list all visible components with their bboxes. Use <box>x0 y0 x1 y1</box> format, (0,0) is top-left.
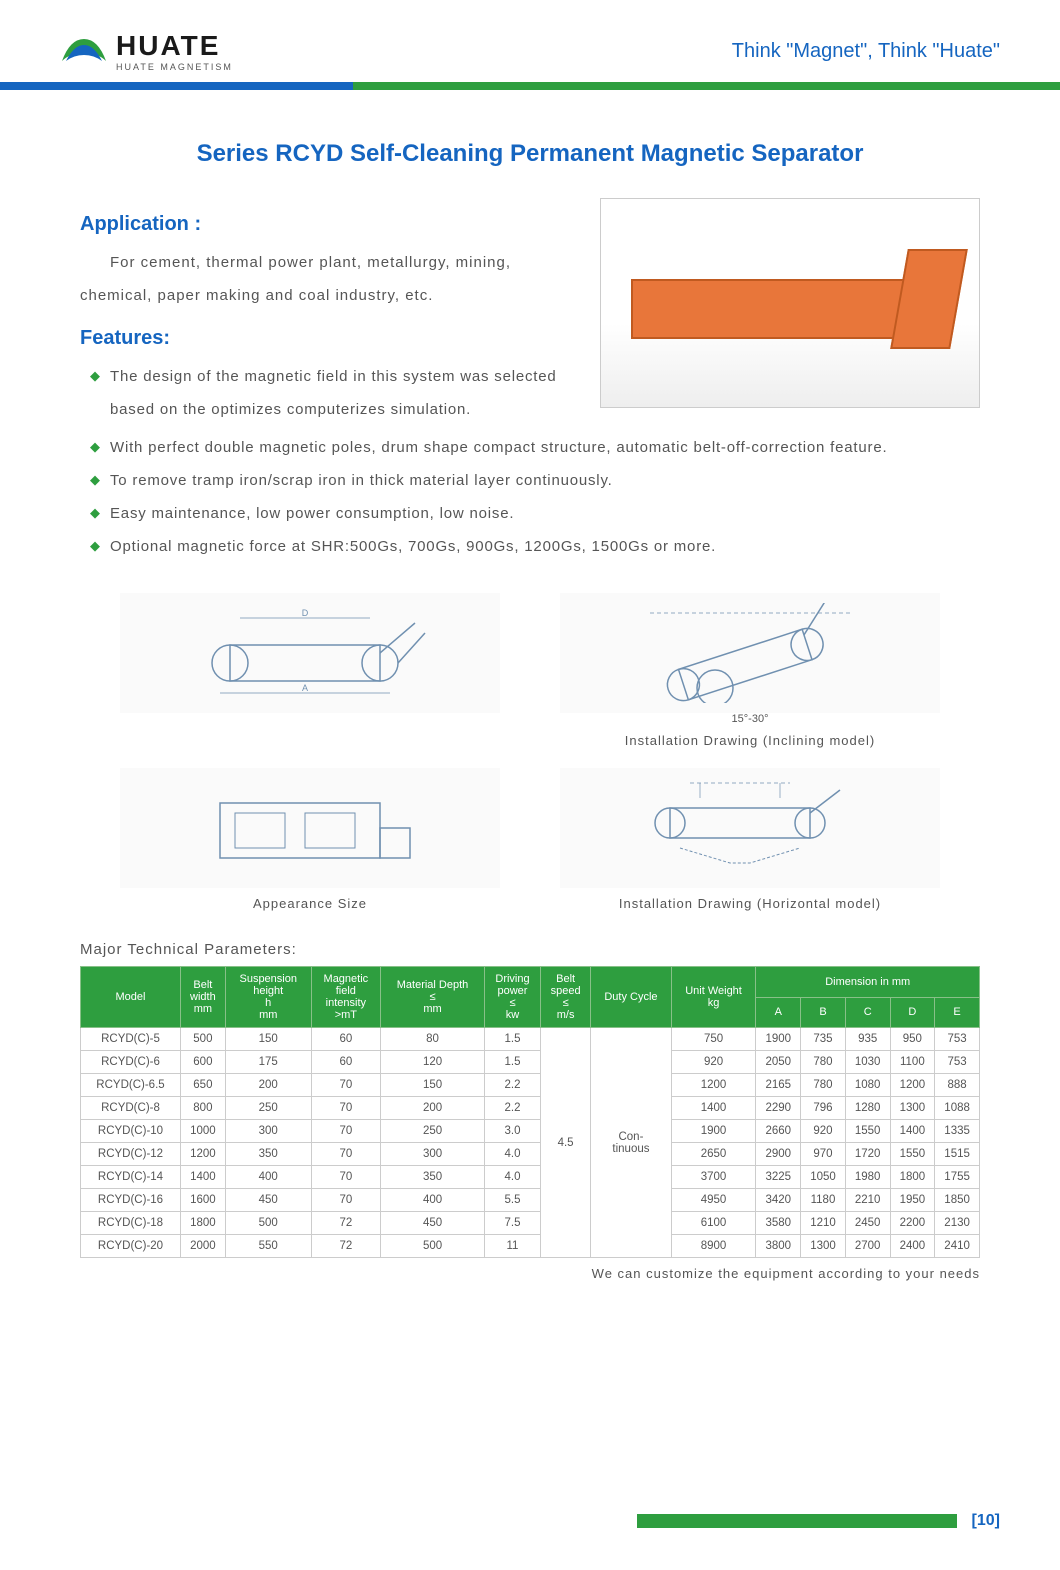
table-row: RCYD(C)-20200055072500118900380013002700… <box>81 1235 980 1258</box>
column-header: Beltwidthmm <box>180 967 225 1028</box>
column-header: B <box>801 997 846 1028</box>
diagram-4: Installation Drawing (Horizontal model) <box>560 768 940 911</box>
header: HUATE HUATE MAGNETISM Think "Magnet", Th… <box>0 0 1060 82</box>
column-header: C <box>845 997 890 1028</box>
column-header: Magneticfieldintensity>mT <box>311 967 380 1028</box>
top-section: Application : For cement, thermal power … <box>80 198 980 426</box>
logo-icon <box>60 31 108 71</box>
application-heading: Application : <box>80 213 580 236</box>
column-header: A <box>756 997 801 1028</box>
page-number: [10] <box>972 1512 1000 1530</box>
column-header: Drivingpower≤kw <box>485 967 541 1028</box>
column-header: Unit Weightkg <box>671 967 756 1028</box>
diagram-3: Appearance Size <box>120 768 500 911</box>
diagram-1: A D <box>120 593 500 748</box>
table-row: RCYD(C)-161600450704005.5495034201180221… <box>81 1189 980 1212</box>
column-header: Suspensionheighthmm <box>225 967 311 1028</box>
diagram-2: 15°-30° Installation Drawing (Inclining … <box>560 593 940 748</box>
column-header: E <box>935 997 980 1028</box>
table-row: RCYD(C)-141400400703504.0370032251050198… <box>81 1166 980 1189</box>
column-header: Dimension in mm <box>756 967 980 998</box>
table-row: RCYD(C)-181800500724507.5610035801210245… <box>81 1212 980 1235</box>
footer: [10] <box>637 1512 1000 1530</box>
table-row: RCYD(C)-6.5650200701502.2120021657801080… <box>81 1074 980 1097</box>
parameters-table: ModelBeltwidthmmSuspensionheighthmmMagne… <box>80 966 980 1258</box>
application-text: For cement, thermal power plant, metallu… <box>80 246 580 312</box>
features-list-rest: With perfect double magnetic poles, drum… <box>80 431 980 563</box>
diagrams: A D 15°-30° <box>120 593 940 911</box>
header-bar <box>0 82 1060 90</box>
table-title: Major Technical Parameters: <box>80 941 980 958</box>
column-header: Beltspeed≤m/s <box>540 967 590 1028</box>
feature-item: The design of the magnetic field in this… <box>80 360 580 426</box>
logo-text: HUATE HUATE MAGNETISM <box>116 30 233 72</box>
table-row: RCYD(C)-6600175601201.592020507801030110… <box>81 1051 980 1074</box>
footer-green-bar <box>637 1514 957 1528</box>
column-header: Model <box>81 967 181 1028</box>
logo-main: HUATE <box>116 30 233 62</box>
table-row: RCYD(C)-121200350703004.0265029009701720… <box>81 1143 980 1166</box>
svg-text:A: A <box>302 683 308 693</box>
column-header: Duty Cycle <box>591 967 671 1028</box>
product-image <box>600 198 980 408</box>
footnote: We can customize the equipment according… <box>80 1266 980 1281</box>
feature-item: Optional magnetic force at SHR:500Gs, 70… <box>80 530 980 563</box>
page-title: Series RCYD Self-Cleaning Permanent Magn… <box>80 140 980 168</box>
table-row: RCYD(C)-550015060801.54.5Con- tinuous750… <box>81 1028 980 1051</box>
feature-item: To remove tramp iron/scrap iron in thick… <box>80 464 980 497</box>
text-column: Application : For cement, thermal power … <box>80 198 580 426</box>
features-heading: Features: <box>80 327 580 350</box>
svg-text:D: D <box>302 608 309 618</box>
logo-sub: HUATE MAGNETISM <box>116 62 233 72</box>
feature-item: Easy maintenance, low power consumption,… <box>80 497 980 530</box>
bar-blue <box>0 82 353 90</box>
features-list: The design of the magnetic field in this… <box>80 360 580 426</box>
column-header: Material Depth≤mm <box>381 967 485 1028</box>
content: Series RCYD Self-Cleaning Permanent Magn… <box>0 90 1060 1301</box>
logo: HUATE HUATE MAGNETISM <box>60 30 233 72</box>
slogan: Think "Magnet", Think "Huate" <box>732 40 1000 63</box>
column-header: D <box>890 997 935 1028</box>
table-row: RCYD(C)-8800250702002.214002290796128013… <box>81 1097 980 1120</box>
table-row: RCYD(C)-101000300702503.0190026609201550… <box>81 1120 980 1143</box>
bar-green <box>353 82 1060 90</box>
feature-item: With perfect double magnetic poles, drum… <box>80 431 980 464</box>
